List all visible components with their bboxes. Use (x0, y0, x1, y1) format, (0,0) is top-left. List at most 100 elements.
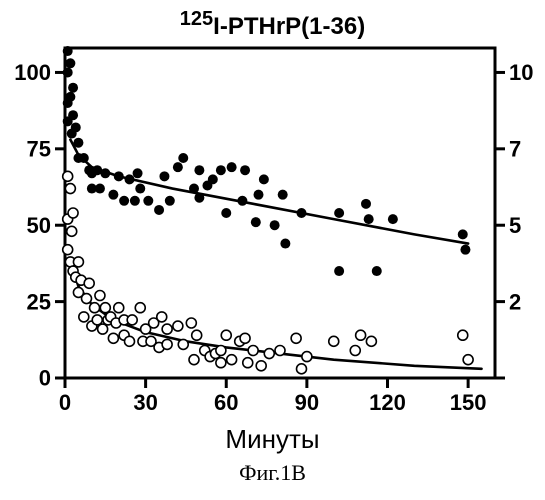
x-tick-label: 60 (214, 390, 238, 415)
data-point-filled (154, 205, 164, 215)
data-point-filled (133, 168, 143, 178)
data-point-filled (372, 266, 382, 276)
data-point-filled (270, 220, 280, 230)
chart-container: 125I-PTHrP(1-36) 03060901201500252505757… (0, 0, 545, 500)
data-point-filled (119, 196, 129, 206)
x-tick-label: 90 (295, 390, 319, 415)
data-point-filled (63, 67, 73, 77)
data-point-filled (65, 92, 75, 102)
data-point-filled (194, 193, 204, 203)
y-tick-label-left: 50 (27, 213, 51, 238)
data-point-filled (221, 208, 231, 218)
data-point-filled (334, 266, 344, 276)
data-point-open (297, 364, 307, 374)
data-point-open (248, 346, 258, 356)
data-point-open (84, 278, 94, 288)
chart-title: 125I-PTHrP(1-36) (0, 8, 545, 41)
y-tick-label-right: 10 (509, 60, 533, 85)
data-point-open (458, 330, 468, 340)
data-point-filled (114, 171, 124, 181)
data-point-open (100, 303, 110, 313)
data-point-open (127, 315, 137, 325)
data-point-filled (460, 245, 470, 255)
title-sup: 125 (180, 8, 213, 30)
x-tick-label: 30 (133, 390, 157, 415)
data-point-open (240, 333, 250, 343)
data-point-open (92, 315, 102, 325)
data-point-open (189, 355, 199, 365)
data-point-open (256, 361, 266, 371)
y-tick-label-left: 100 (14, 60, 51, 85)
data-point-filled (125, 174, 135, 184)
data-point-open (162, 324, 172, 334)
data-point-open (243, 358, 253, 368)
data-point-open (216, 346, 226, 356)
data-point-filled (135, 184, 145, 194)
data-point-filled (165, 196, 175, 206)
data-point-filled (216, 165, 226, 175)
data-point-open (350, 346, 360, 356)
data-point-filled (71, 122, 81, 132)
data-point-open (90, 303, 100, 313)
data-point-filled (178, 153, 188, 163)
data-point-open (264, 349, 274, 359)
data-point-open (79, 312, 89, 322)
data-point-open (65, 184, 75, 194)
data-point-open (366, 336, 376, 346)
data-point-open (173, 321, 183, 331)
figure-caption: Фиг.1B (0, 460, 545, 486)
data-point-filled (65, 58, 75, 68)
data-point-open (162, 339, 172, 349)
data-point-filled (173, 162, 183, 172)
data-point-filled (95, 184, 105, 194)
fit-line-fit-filled (70, 140, 468, 244)
data-point-open (67, 226, 77, 236)
data-point-open (291, 333, 301, 343)
data-point-filled (259, 174, 269, 184)
data-point-filled (388, 214, 398, 224)
data-point-open (275, 346, 285, 356)
x-tick-label: 0 (59, 390, 71, 415)
data-point-filled (208, 174, 218, 184)
y-tick-label-right: 2 (509, 289, 521, 314)
title-rest: I-PTHrP(1-36) (213, 13, 365, 40)
data-point-open (95, 291, 105, 301)
y-tick-label-left: 25 (27, 289, 51, 314)
data-point-open (157, 312, 167, 322)
data-point-filled (79, 153, 89, 163)
data-point-open (227, 355, 237, 365)
data-point-filled (68, 83, 78, 93)
data-point-filled (334, 208, 344, 218)
data-point-open (63, 171, 73, 181)
data-point-filled (159, 171, 169, 181)
y-tick-label-right: 7 (509, 137, 521, 162)
data-point-filled (63, 46, 73, 56)
data-point-filled (361, 199, 371, 209)
data-point-open (356, 330, 366, 340)
data-point-filled (280, 239, 290, 249)
data-point-open (192, 330, 202, 340)
data-point-open (114, 303, 124, 313)
data-point-filled (364, 214, 374, 224)
data-point-open (135, 303, 145, 313)
data-point-open (329, 336, 339, 346)
data-point-filled (108, 190, 118, 200)
x-tick-label: 120 (369, 390, 406, 415)
data-point-open (63, 245, 73, 255)
data-point-filled (297, 208, 307, 218)
data-point-open (463, 355, 473, 365)
data-point-filled (278, 190, 288, 200)
data-point-filled (68, 110, 78, 120)
data-point-open (186, 318, 196, 328)
data-point-filled (189, 184, 199, 194)
data-point-open (82, 294, 92, 304)
data-point-filled (194, 165, 204, 175)
data-point-open (73, 257, 83, 267)
data-point-filled (237, 196, 247, 206)
data-point-open (98, 324, 108, 334)
data-point-filled (100, 168, 110, 178)
data-point-open (68, 208, 78, 218)
data-point-filled (73, 138, 83, 148)
x-axis-label: Минуты (0, 424, 545, 455)
data-point-filled (227, 162, 237, 172)
